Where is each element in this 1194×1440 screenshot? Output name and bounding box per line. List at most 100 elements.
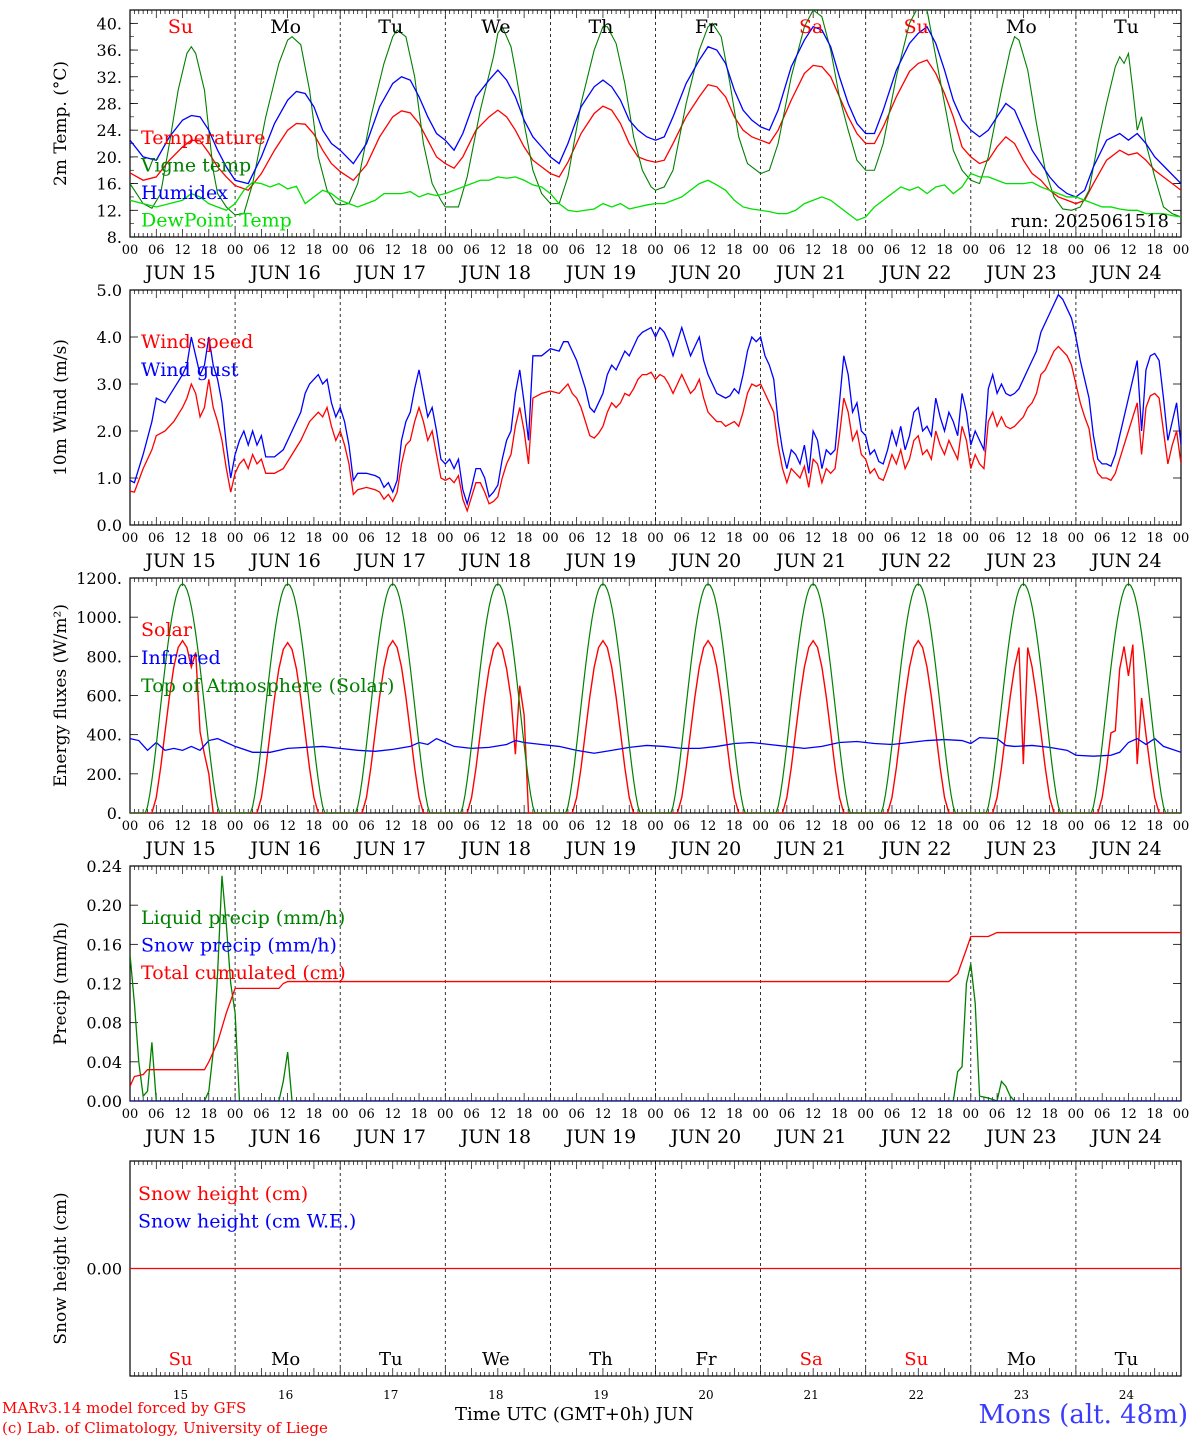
hour-tick-label: 12	[700, 1107, 717, 1122]
hour-tick-label: 06	[884, 1107, 901, 1122]
hour-tick-label: 06	[1094, 1107, 1111, 1122]
station-name: Mons (alt. 48m)	[978, 1400, 1188, 1430]
hour-tick-label: 00	[227, 531, 244, 546]
footer-model: MARv3.14 model forced by GFS	[2, 1399, 247, 1417]
series-total-cumulated-cm	[130, 931, 1181, 1087]
hour-tick-label: 12	[1015, 531, 1032, 546]
series-group	[130, 10, 1181, 222]
hour-tick-label: 00	[542, 243, 559, 258]
y-tick-label: 16.	[97, 175, 122, 194]
hour-tick-label: 12	[595, 243, 612, 258]
series-temperature	[130, 59, 1181, 205]
weekday-label: Th	[588, 16, 613, 38]
hour-tick-label: 18	[306, 531, 323, 546]
hour-tick-label: 18	[1146, 819, 1163, 834]
day-number-label: 19	[593, 1388, 608, 1402]
hour-tick-label: 12	[805, 1107, 822, 1122]
hour-tick-label: 12	[700, 531, 717, 546]
hour-tick-label: 00	[963, 819, 980, 834]
hour-tick-label: 06	[463, 531, 480, 546]
hour-tick-label: 00	[1068, 243, 1085, 258]
hour-tick-label: 18	[201, 531, 218, 546]
weekday-label: Mo	[1006, 16, 1037, 38]
hour-tick-label: 18	[936, 531, 953, 546]
date-label: JUN 18	[459, 1126, 531, 1148]
hour-tick-label: 06	[148, 243, 165, 258]
hour-tick-label: 00	[1173, 243, 1190, 258]
y-tick-label: 4.0	[97, 328, 122, 347]
hour-tick-label: 18	[201, 819, 218, 834]
day-number-label: 15	[173, 1388, 188, 1402]
chart-panel-1: 00 06 12 18 00 06 12 18 00 06 12 18 00 06 12 18 00 06 12 18…	[51, 9, 1190, 284]
hour-tick-label: 06	[568, 1107, 585, 1122]
series-liquid-precip-mm-h	[130, 875, 1181, 1101]
hour-tick-label: 06	[779, 531, 796, 546]
hour-tick-label: 06	[358, 819, 375, 834]
y-tick-label: 3.0	[97, 375, 122, 394]
y-axis-title: Snow height (cm)	[51, 1192, 71, 1344]
hour-tick-label: 00	[752, 531, 769, 546]
weekday-label: Su	[168, 16, 193, 38]
hour-tick-label: 18	[1146, 243, 1163, 258]
hour-tick-label: 12	[805, 531, 822, 546]
date-label: JUN 22	[879, 262, 951, 284]
day-number-label: 22	[909, 1388, 924, 1402]
date-label: JUN 17	[354, 550, 426, 572]
date-label: JUN 17	[354, 262, 426, 284]
hour-tick-label: 12	[384, 1107, 401, 1122]
weekday-label: Fr	[695, 16, 718, 38]
hour-tick-label: 06	[674, 1107, 691, 1122]
y-tick-label: 5.0	[97, 281, 122, 300]
hour-tick-label: 12	[279, 1107, 296, 1122]
hour-tick-label: 06	[779, 819, 796, 834]
hour-tick-label: 12	[1120, 243, 1137, 258]
hour-tick-label: 06	[779, 1107, 796, 1122]
hour-tick-label: 12	[384, 531, 401, 546]
date-label: JUN 24	[1089, 838, 1161, 860]
hour-tick-label: 18	[516, 531, 533, 546]
date-label: JUN 18	[459, 550, 531, 572]
hour-tick-label: 06	[568, 531, 585, 546]
weekday-label: Th	[589, 1349, 613, 1370]
hour-tick-label: 18	[516, 819, 533, 834]
weekday-label: Mo	[1007, 1349, 1036, 1370]
hour-tick-label: 12	[1120, 819, 1137, 834]
hour-tick-label: 06	[463, 819, 480, 834]
y-tick-label: 0.16	[86, 935, 122, 954]
hour-tick-label: 18	[831, 1107, 848, 1122]
y-tick-label: 12.	[97, 201, 122, 220]
hour-tick-label: 18	[621, 1107, 638, 1122]
date-label: JUN 21	[774, 1126, 846, 1148]
y-tick-label: 400.	[86, 726, 122, 745]
hour-tick-label: 12	[174, 819, 191, 834]
hour-tick-label: 18	[201, 243, 218, 258]
hour-tick-label: 00	[122, 1107, 139, 1122]
y-tick-label: 0.	[107, 804, 122, 823]
day-number-label: 16	[278, 1388, 293, 1402]
hour-tick-label: 06	[358, 243, 375, 258]
date-label: JUN 16	[248, 262, 320, 284]
y-tick-label: 600.	[86, 687, 122, 706]
y-tick-label: 24.	[97, 121, 122, 140]
hour-tick-label: 00	[1173, 1107, 1190, 1122]
hour-tick-label: 18	[936, 243, 953, 258]
weekday-label: Su	[904, 1349, 928, 1370]
hour-tick-label: 00	[647, 819, 664, 834]
hour-tick-label: 18	[411, 1107, 428, 1122]
hour-tick-label: 18	[201, 1107, 218, 1122]
hour-tick-label: 18	[621, 819, 638, 834]
series-infrared	[130, 736, 1181, 757]
hour-tick-label: 06	[253, 243, 270, 258]
y-tick-label: 8.	[107, 228, 122, 247]
hour-tick-label: 12	[805, 243, 822, 258]
y-tick-label: 0.12	[86, 975, 122, 994]
hour-tick-label: 12	[910, 531, 927, 546]
date-label: JUN 16	[248, 838, 320, 860]
date-label: JUN 24	[1089, 262, 1161, 284]
hour-tick-label: 12	[1120, 531, 1137, 546]
day-number-label: 18	[488, 1388, 503, 1402]
weekday-label: Sa	[799, 16, 823, 38]
hour-tick-label: 06	[779, 243, 796, 258]
weekday-label: Su	[904, 16, 929, 38]
